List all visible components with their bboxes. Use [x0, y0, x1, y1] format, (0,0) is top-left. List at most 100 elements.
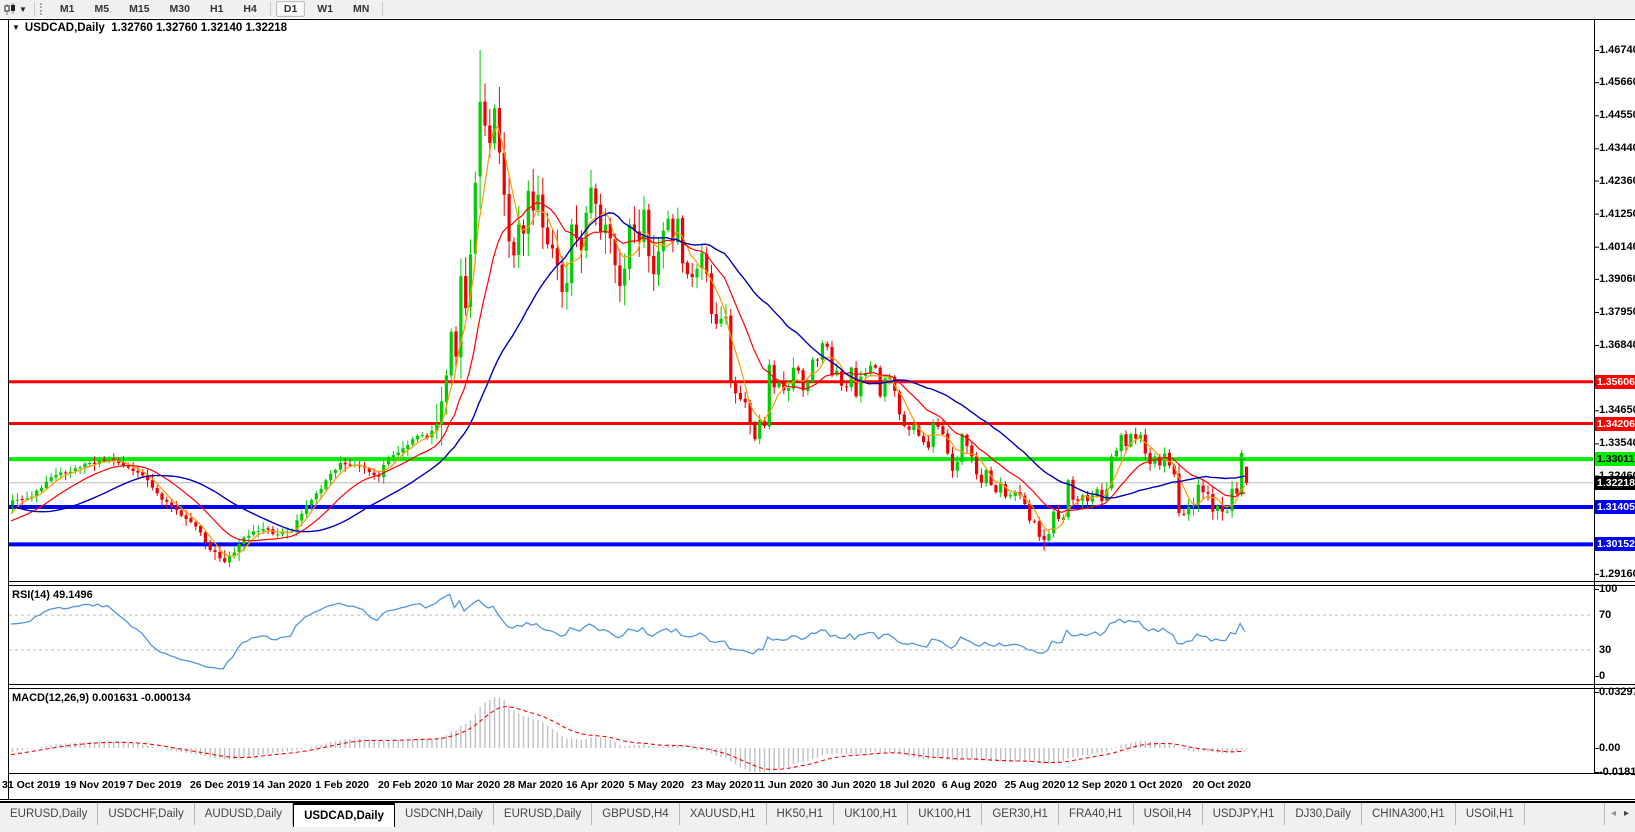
chart-tab-audusd-daily[interactable]: AUDUSD,Daily — [195, 803, 294, 825]
x-axis-date-label: 10 Mar 2020 — [440, 779, 501, 791]
chart-tab-dj30-daily[interactable]: DJ30,Daily — [1285, 803, 1362, 825]
chart-tab-uk100-h1[interactable]: UK100,H1 — [908, 803, 983, 825]
chart-symbol: USDCAD,Daily — [24, 22, 105, 34]
x-axis-date-label: 1 Feb 2020 — [315, 779, 369, 791]
candlestick-chart-icon — [4, 2, 15, 15]
chart-tab-usoil-h4[interactable]: USOil,H4 — [1134, 803, 1203, 825]
timeframe-button-h4[interactable]: H4 — [243, 3, 257, 15]
chart-tab-eurusd-daily[interactable]: EURUSD,Daily — [494, 803, 593, 825]
chart-tab-china300-h1[interactable]: CHINA300,H1 — [1362, 803, 1456, 825]
price-chart-canvas[interactable] — [0, 18, 1635, 801]
chart-ohlc-values: 1.32760 1.32760 1.32140 1.32218 — [111, 22, 288, 34]
chart-tab-usdjpy-h1[interactable]: USDJPY,H1 — [1203, 803, 1286, 825]
y-axis-tick-label: 1.29160 — [1599, 567, 1635, 580]
x-axis-date-label: 12 Sep 2020 — [1067, 779, 1128, 791]
macd-values: 0.001631 -0.000134 — [92, 692, 191, 704]
chart-window[interactable]: ▼ USDCAD,Daily 1.32760 1.32760 1.32140 1.… — [0, 18, 1635, 801]
x-axis-date-label: 30 Jun 2020 — [816, 779, 877, 791]
rsi-axis-label: 70 — [1599, 609, 1612, 622]
price-level-badge[interactable]: 1.35606 — [1595, 374, 1635, 389]
rsi-indicator-label: RSI(14) 49.1496 — [12, 589, 93, 601]
macd-indicator-label: MACD(12,26,9) 0.001631 -0.000134 — [12, 692, 191, 704]
price-level-badge[interactable]: 1.30152 — [1595, 537, 1635, 552]
chart-title: ▼ USDCAD,Daily 1.32760 1.32760 1.32140 1.… — [12, 22, 287, 34]
x-axis-date-label: 20 Oct 2020 — [1192, 779, 1251, 791]
x-axis-date-label: 5 May 2020 — [628, 779, 685, 791]
chart-tab-fra40-h1[interactable]: FRA40,H1 — [1059, 803, 1134, 825]
macd-axis-label: 0.032972 — [1599, 685, 1635, 698]
chart-tab-hk50-h1[interactable]: HK50,H1 — [767, 803, 835, 825]
x-axis-date-label: 23 May 2020 — [691, 779, 753, 791]
tab-scroll-controls: ◂ ▸ — [1603, 803, 1635, 825]
y-axis-tick-label: 1.46740 — [1599, 44, 1635, 56]
x-axis-date-label: 26 Dec 2019 — [189, 779, 251, 791]
y-axis-tick-label: 1.34650 — [1599, 404, 1635, 417]
macd-axis-label: 0.00 — [1599, 742, 1621, 754]
chevron-down-icon: ▼ — [19, 4, 27, 14]
price-level-lines[interactable] — [9, 380, 1593, 547]
timeframe-button-h1[interactable]: H1 — [209, 3, 224, 15]
toolbar-separator — [33, 2, 35, 16]
x-axis-date-label: 1 Oct 2020 — [1129, 779, 1183, 791]
y-axis-tick-label: 1.33540 — [1599, 437, 1635, 450]
y-axis-tick-label: 1.40140 — [1599, 240, 1635, 253]
chart-tab-usoil-h1[interactable]: USOil,H1 — [1456, 803, 1525, 825]
timeframe-button-w1[interactable]: W1 — [317, 3, 334, 15]
timeframe-button-m15[interactable]: M15 — [129, 3, 150, 15]
price-level-badge[interactable]: 1.34206 — [1595, 416, 1635, 431]
price-level-badge[interactable]: 1.31405 — [1595, 499, 1635, 514]
rsi-value: 49.1496 — [52, 589, 93, 601]
tab-scroll-left-icon[interactable]: ◂ — [1610, 808, 1616, 819]
timeframe-button-m30[interactable]: M30 — [169, 3, 190, 15]
chart-type-button[interactable]: ▼ — [0, 1, 31, 17]
chart-tab-usdcnh-daily[interactable]: USDCNH,Daily — [395, 803, 494, 825]
toolbar: ▼ M1 M5 M15 M30 H1 H4 D1 W1 MN — [0, 0, 1635, 19]
x-axis-date-label: 11 Jun 2020 — [753, 779, 813, 791]
symbol-dropdown-caret-icon: ▼ — [12, 23, 20, 32]
rsi-axis-label: 0 — [1599, 670, 1606, 682]
chart-tab-gbpusd-h4[interactable]: GBPUSD,H4 — [592, 803, 680, 825]
chart-tab-xauusd-h1[interactable]: XAUUSD,H1 — [680, 803, 767, 825]
chart-tab-usdchf-daily[interactable]: USDCHF,Daily — [98, 803, 195, 825]
chart-tab-eurusd-daily[interactable]: EURUSD,Daily — [0, 803, 99, 825]
macd-signal-line — [10, 706, 1245, 770]
ma-fast-line — [10, 124, 1246, 557]
rsi-line — [10, 593, 1246, 670]
y-axis-tick-label: 1.42360 — [1599, 174, 1635, 187]
timeframe-button-m1[interactable]: M1 — [59, 3, 75, 15]
x-axis-date-label: 28 Mar 2020 — [503, 779, 563, 791]
timeframe-button-d1[interactable]: D1 — [275, 1, 306, 17]
y-axis-tick-label: 1.36840 — [1599, 339, 1635, 352]
macd-axis-label: -0.01815 — [1599, 766, 1635, 778]
x-axis-date-label: 6 Aug 2020 — [941, 779, 997, 791]
toolbar-drag-handle[interactable] — [39, 3, 46, 15]
ma-medium-line — [10, 202, 1245, 542]
price-level-badge[interactable]: 1.33011 — [1595, 452, 1635, 467]
x-axis-date-label: 7 Dec 2019 — [127, 779, 182, 791]
rsi-axis-label: 100 — [1599, 583, 1618, 595]
timeframe-button-group: M1 M5 M15 M30 H1 H4 D1 W1 MN — [50, 1, 386, 17]
timeframe-button-m5[interactable]: M5 — [94, 3, 110, 15]
current-price-badge: 1.32218 — [1595, 475, 1635, 490]
y-axis-tick-label: 1.41250 — [1599, 207, 1635, 220]
x-axis-date-label: 14 Jan 2020 — [252, 779, 312, 791]
rsi-axis-label: 30 — [1599, 643, 1612, 656]
x-axis-date-label: 19 Nov 2019 — [64, 779, 126, 791]
chart-tab-usdcad-daily[interactable]: USDCAD,Daily — [293, 803, 395, 827]
y-axis-tick-label: 1.43440 — [1599, 142, 1635, 155]
x-axis-date-label: 31 Oct 2019 — [2, 779, 61, 791]
y-axis-tick-label: 1.45660 — [1599, 76, 1635, 89]
chart-tab-uk100-h1[interactable]: UK100,H1 — [834, 803, 909, 825]
x-axis-date-label: 16 Apr 2020 — [565, 779, 625, 791]
chart-tab-ger30-h1[interactable]: GER30,H1 — [982, 803, 1059, 825]
tab-scroll-right-icon[interactable]: ▸ — [1623, 808, 1629, 819]
timeframe-button-mn[interactable]: MN — [353, 3, 370, 15]
candlestick-series — [11, 50, 1249, 568]
toolbar-separator — [269, 2, 271, 16]
macd-histogram — [11, 697, 1248, 772]
y-axis-tick-label: 1.39060 — [1599, 272, 1635, 285]
y-axis-tick-label: 1.44550 — [1599, 109, 1635, 122]
y-axis-tick-label: 1.37950 — [1599, 305, 1635, 318]
toolbar-separator — [382, 2, 384, 16]
